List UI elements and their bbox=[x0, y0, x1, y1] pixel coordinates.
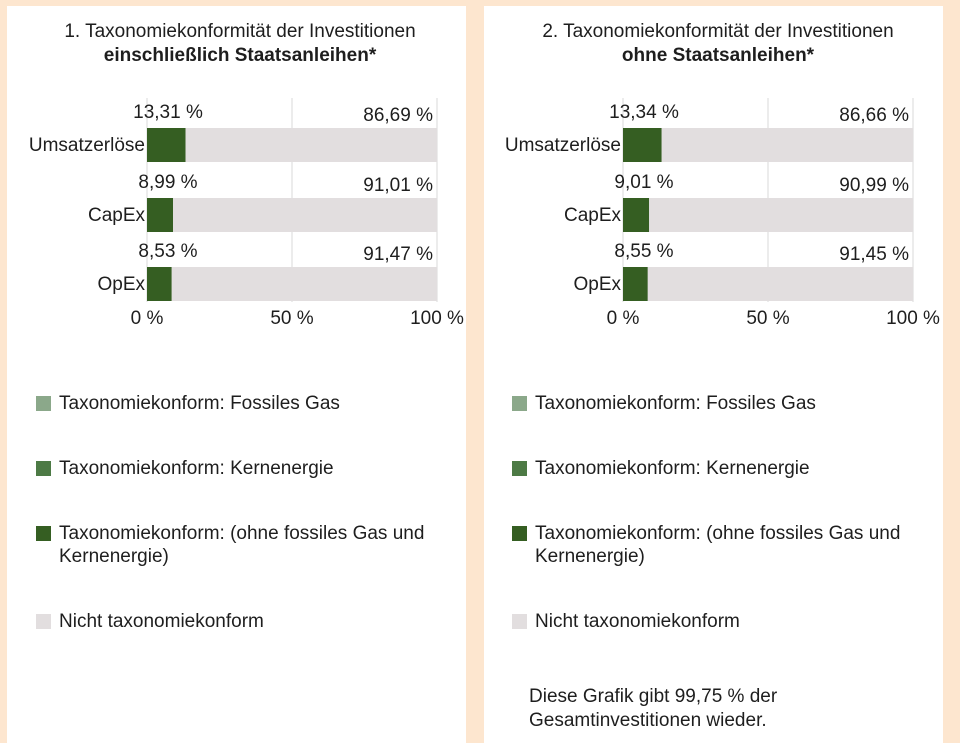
y-tick-label: OpEx bbox=[573, 274, 621, 295]
bar bbox=[171, 267, 437, 301]
bar bbox=[623, 128, 662, 162]
data-label: 8,99 % bbox=[138, 172, 197, 193]
x-tick-label: 50 % bbox=[270, 308, 313, 329]
legend: Taxonomiekonform: Fossiles Gas Taxonomiek… bbox=[512, 392, 912, 675]
chart-title: 1. Taxonomiekonformität der Investitione… bbox=[20, 20, 460, 68]
title-text: 1. Taxonomiekonformität der Investitione… bbox=[64, 21, 416, 42]
legend-item: Taxonomiekonform: Kernenergie bbox=[512, 457, 912, 480]
bar bbox=[647, 267, 913, 301]
legend-item: Taxonomiekonform: (ohne fossiles Gas und… bbox=[512, 522, 912, 568]
legend-item: Taxonomiekonform: Fossiles Gas bbox=[512, 392, 912, 415]
data-label: 8,53 % bbox=[138, 241, 197, 262]
y-tick-label: CapEx bbox=[88, 205, 146, 226]
bar bbox=[147, 198, 174, 232]
legend-label: Taxonomiekonform: (ohne fossiles Gas und… bbox=[535, 523, 901, 567]
data-label: 86,69 % bbox=[363, 105, 433, 126]
data-label: 91,45 % bbox=[839, 244, 909, 265]
x-tick-label: 50 % bbox=[746, 308, 789, 329]
data-label: 9,01 % bbox=[614, 172, 673, 193]
bar bbox=[661, 128, 913, 162]
data-label: 91,47 % bbox=[363, 244, 433, 265]
legend-label: Nicht taxonomiekonform bbox=[535, 611, 740, 632]
legend-label: Taxonomiekonform: Kernenergie bbox=[535, 458, 810, 479]
data-label: 13,34 % bbox=[609, 102, 679, 123]
title-bold: einschließlich Staatsanleihen* bbox=[103, 45, 377, 66]
title-bold: ohne Staatsanleihen* bbox=[621, 45, 815, 66]
legend-swatch bbox=[36, 461, 51, 476]
bar bbox=[185, 128, 437, 162]
legend: Taxonomiekonform: Fossiles Gas Taxonomiek… bbox=[36, 392, 436, 675]
y-tick-label: OpEx bbox=[97, 274, 145, 295]
note: Diese Grafik gibt 99,75 % der Gesamtinve… bbox=[529, 686, 783, 731]
bar bbox=[173, 198, 438, 232]
data-label: 91,01 % bbox=[363, 175, 433, 196]
data-label: 8,55 % bbox=[614, 241, 673, 262]
legend-label: Taxonomiekonform: Fossiles Gas bbox=[535, 393, 816, 414]
data-label: 90,99 % bbox=[839, 175, 909, 196]
title-text: 2. Taxonomiekonformität der Investitione… bbox=[542, 21, 894, 42]
legend-label: Taxonomiekonform: (ohne fossiles Gas und… bbox=[59, 523, 425, 567]
x-tick-label: 100 % bbox=[886, 308, 940, 329]
bar bbox=[147, 128, 186, 162]
legend-item: Nicht taxonomiekonform bbox=[36, 610, 436, 633]
legend-swatch bbox=[36, 614, 51, 629]
bar bbox=[623, 267, 648, 301]
data-label: 86,66 % bbox=[839, 105, 909, 126]
y-tick-label: CapEx bbox=[564, 205, 622, 226]
legend-item: Nicht taxonomiekonform bbox=[512, 610, 912, 633]
y-tick-label: Umsatzerlöse bbox=[29, 135, 145, 156]
legend-swatch bbox=[512, 396, 527, 411]
bar bbox=[623, 198, 650, 232]
legend-label: Taxonomiekonform: Kernenergie bbox=[59, 458, 334, 479]
bar bbox=[147, 267, 172, 301]
y-tick-label: Umsatzerlöse bbox=[505, 135, 621, 156]
bar bbox=[649, 198, 913, 232]
legend-item: Taxonomiekonform: Kernenergie bbox=[36, 457, 436, 480]
legend-item: Taxonomiekonform: (ohne fossiles Gas und… bbox=[36, 522, 436, 568]
legend-item: Taxonomiekonform: Fossiles Gas bbox=[36, 392, 436, 415]
legend-swatch bbox=[36, 396, 51, 411]
legend-swatch bbox=[512, 461, 527, 476]
legend-label: Taxonomiekonform: Fossiles Gas bbox=[59, 393, 340, 414]
x-tick-label: 100 % bbox=[410, 308, 464, 329]
data-label: 13,31 % bbox=[133, 102, 203, 123]
x-tick-label: 0 % bbox=[131, 308, 164, 329]
legend-label: Nicht taxonomiekonform bbox=[59, 611, 264, 632]
legend-swatch bbox=[512, 614, 527, 629]
chart-title: 2. Taxonomiekonformität der Investitione… bbox=[528, 20, 908, 68]
x-tick-label: 0 % bbox=[607, 308, 640, 329]
legend-swatch bbox=[512, 526, 527, 541]
legend-swatch bbox=[36, 526, 51, 541]
